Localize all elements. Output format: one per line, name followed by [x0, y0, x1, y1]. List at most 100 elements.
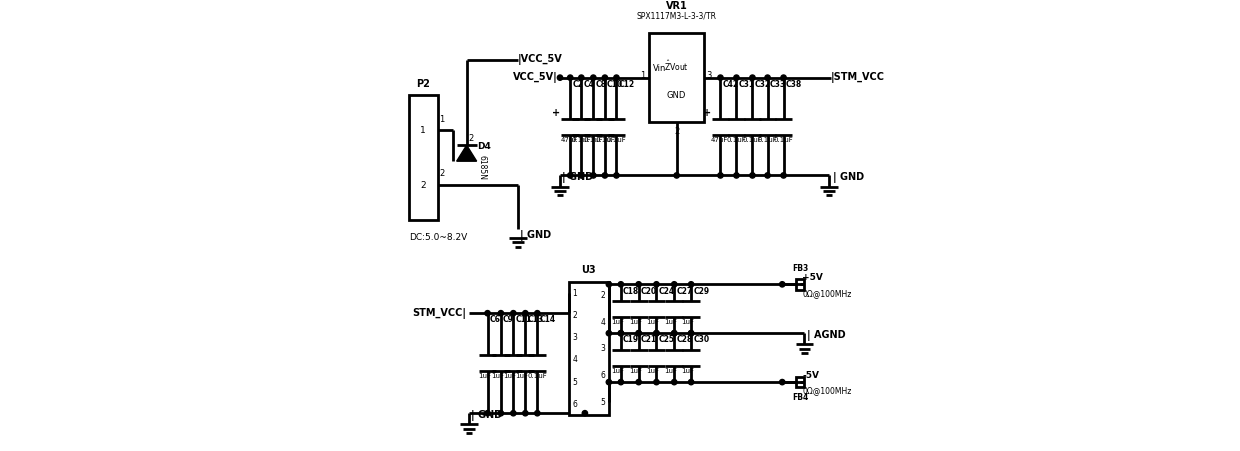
- Polygon shape: [456, 145, 476, 161]
- Circle shape: [781, 173, 786, 178]
- Text: 4: 4: [600, 318, 605, 327]
- Text: C18: C18: [624, 286, 640, 295]
- Circle shape: [606, 282, 611, 287]
- Text: VR1: VR1: [666, 1, 687, 11]
- Text: 1uF: 1uF: [629, 368, 642, 374]
- Text: 3: 3: [573, 333, 578, 342]
- Circle shape: [688, 282, 694, 287]
- Text: 1uF: 1uF: [629, 319, 642, 325]
- Text: | GND: | GND: [471, 410, 502, 421]
- Text: 0.1uF: 0.1uF: [527, 373, 547, 379]
- Text: C21: C21: [641, 336, 657, 345]
- Text: -5V: -5V: [802, 371, 820, 380]
- Circle shape: [718, 173, 723, 178]
- Text: 47uF: 47uF: [560, 137, 578, 143]
- Text: SPX1117M3-L-3-3/TR: SPX1117M3-L-3-3/TR: [636, 12, 717, 21]
- Text: C12: C12: [619, 80, 635, 89]
- Text: C2: C2: [573, 80, 583, 89]
- Text: C14: C14: [539, 315, 556, 324]
- Text: P2: P2: [417, 79, 430, 89]
- Text: C4: C4: [584, 80, 594, 89]
- Circle shape: [636, 331, 641, 336]
- Circle shape: [603, 75, 608, 80]
- Circle shape: [636, 282, 641, 287]
- Text: $\hat{\mathrm{Z}}$Vout: $\hat{\mathrm{Z}}$Vout: [665, 59, 689, 73]
- Circle shape: [534, 311, 539, 316]
- Circle shape: [688, 379, 694, 385]
- Text: 1: 1: [640, 71, 645, 80]
- Circle shape: [653, 379, 660, 385]
- Circle shape: [765, 75, 770, 80]
- Circle shape: [511, 410, 516, 416]
- Circle shape: [619, 331, 624, 336]
- Circle shape: [688, 331, 694, 336]
- Circle shape: [781, 75, 786, 80]
- Text: C10: C10: [608, 80, 624, 89]
- Text: 2: 2: [675, 128, 680, 136]
- Text: 1uF: 1uF: [681, 319, 694, 325]
- Text: 1uF: 1uF: [491, 373, 505, 379]
- Text: 1uF: 1uF: [665, 319, 677, 325]
- Text: |VCC_5V: |VCC_5V: [518, 55, 563, 65]
- Circle shape: [619, 282, 624, 287]
- Text: C11: C11: [516, 315, 532, 324]
- Text: 2: 2: [573, 311, 577, 320]
- Text: C9: C9: [503, 315, 513, 324]
- Text: 0.1uF: 0.1uF: [774, 137, 794, 143]
- Text: C38: C38: [786, 80, 802, 89]
- Circle shape: [557, 75, 563, 80]
- Text: 6: 6: [573, 400, 578, 409]
- Text: C30: C30: [693, 336, 709, 345]
- Circle shape: [603, 173, 608, 178]
- Text: 1uF: 1uF: [665, 368, 677, 374]
- Text: 0Ω@100MHz: 0Ω@100MHz: [802, 387, 852, 396]
- Circle shape: [485, 311, 490, 316]
- Text: C28: C28: [677, 336, 693, 345]
- Text: 4: 4: [573, 355, 578, 364]
- Text: D4: D4: [477, 142, 491, 151]
- Circle shape: [780, 379, 785, 385]
- Bar: [796, 377, 805, 387]
- Text: 2: 2: [420, 180, 427, 189]
- Circle shape: [672, 379, 677, 385]
- Circle shape: [718, 75, 723, 80]
- Circle shape: [653, 282, 660, 287]
- Circle shape: [636, 379, 641, 385]
- Circle shape: [485, 410, 490, 416]
- Text: 0.1uF: 0.1uF: [606, 137, 626, 143]
- Text: 2: 2: [469, 133, 474, 143]
- Text: 47uF: 47uF: [711, 137, 728, 143]
- Circle shape: [734, 173, 739, 178]
- Text: 3: 3: [600, 344, 605, 353]
- Text: STM_VCC|: STM_VCC|: [413, 308, 466, 319]
- Text: 1: 1: [439, 115, 444, 124]
- Text: U3: U3: [582, 266, 596, 276]
- Text: C31: C31: [739, 80, 755, 89]
- Text: 1uF: 1uF: [516, 373, 528, 379]
- Text: 0.1uF: 0.1uF: [758, 137, 777, 143]
- Text: C20: C20: [641, 286, 657, 295]
- Circle shape: [750, 173, 755, 178]
- Circle shape: [498, 410, 503, 416]
- Circle shape: [672, 331, 677, 336]
- Text: 5: 5: [573, 377, 578, 387]
- Text: C8: C8: [595, 80, 606, 89]
- Text: 1uF: 1uF: [647, 368, 660, 374]
- Text: 0.1uF: 0.1uF: [743, 137, 763, 143]
- Circle shape: [568, 75, 573, 80]
- Circle shape: [750, 75, 755, 80]
- Circle shape: [653, 331, 660, 336]
- Text: | GND: | GND: [520, 230, 551, 241]
- Circle shape: [568, 173, 573, 178]
- Bar: [649, 33, 704, 122]
- Text: C42: C42: [723, 80, 739, 89]
- Text: GND: GND: [667, 91, 687, 100]
- Text: 1uF: 1uF: [477, 373, 491, 379]
- Text: DC:5.0~8.2V: DC:5.0~8.2V: [409, 233, 467, 242]
- Text: C25: C25: [658, 336, 675, 345]
- Circle shape: [523, 410, 528, 416]
- Text: C6: C6: [490, 315, 501, 324]
- Circle shape: [619, 331, 624, 336]
- Bar: [569, 282, 609, 415]
- Text: 3: 3: [707, 71, 712, 80]
